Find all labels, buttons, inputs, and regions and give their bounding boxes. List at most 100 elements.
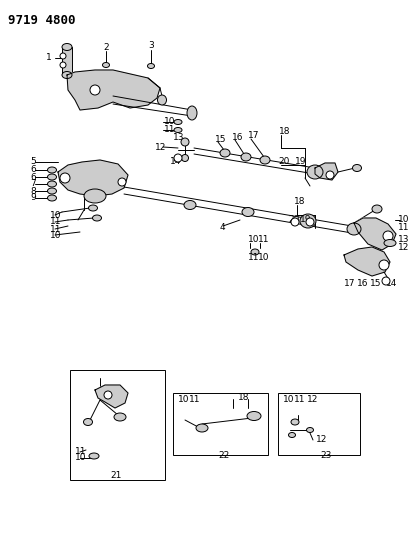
Text: 17: 17 — [248, 132, 259, 141]
Text: 17: 17 — [344, 279, 356, 287]
Text: 11: 11 — [248, 253, 259, 262]
Ellipse shape — [48, 195, 56, 201]
Bar — [62, 47, 72, 75]
Polygon shape — [344, 247, 390, 276]
Text: 10: 10 — [75, 454, 86, 463]
Text: 23: 23 — [320, 450, 331, 459]
Circle shape — [326, 171, 334, 179]
Text: 6: 6 — [30, 166, 36, 174]
Circle shape — [60, 173, 70, 183]
Ellipse shape — [84, 189, 106, 203]
Text: 11: 11 — [50, 224, 62, 233]
Text: 11: 11 — [189, 394, 201, 403]
Text: 18: 18 — [294, 198, 305, 206]
Ellipse shape — [48, 181, 56, 187]
Text: 15: 15 — [370, 279, 381, 287]
Text: 9719 4800: 9719 4800 — [8, 14, 76, 27]
Text: 11: 11 — [75, 448, 86, 456]
Circle shape — [306, 218, 314, 226]
Circle shape — [382, 277, 390, 285]
Circle shape — [104, 391, 112, 399]
Text: 14: 14 — [170, 157, 181, 166]
Ellipse shape — [372, 205, 382, 213]
Ellipse shape — [174, 127, 182, 133]
Bar — [173, 393, 268, 455]
Circle shape — [383, 231, 393, 241]
Ellipse shape — [242, 207, 254, 216]
Text: 18: 18 — [279, 127, 291, 136]
Text: 11: 11 — [294, 394, 305, 403]
Ellipse shape — [62, 44, 72, 51]
Ellipse shape — [148, 63, 155, 69]
Polygon shape — [315, 163, 338, 180]
Polygon shape — [95, 385, 128, 408]
Text: 20: 20 — [278, 157, 289, 166]
Ellipse shape — [187, 106, 197, 120]
Text: 10: 10 — [164, 117, 175, 126]
Ellipse shape — [48, 188, 56, 194]
Ellipse shape — [241, 153, 251, 161]
Ellipse shape — [260, 156, 270, 164]
Ellipse shape — [83, 418, 92, 425]
Ellipse shape — [182, 155, 189, 161]
Text: 14: 14 — [386, 279, 397, 287]
Ellipse shape — [92, 215, 102, 221]
Text: 16: 16 — [232, 133, 243, 141]
Circle shape — [60, 53, 66, 59]
Text: 10: 10 — [283, 394, 295, 403]
Text: 19: 19 — [300, 215, 312, 224]
Text: 16: 16 — [357, 279, 369, 287]
Text: 10: 10 — [398, 215, 409, 224]
Ellipse shape — [181, 138, 189, 146]
Ellipse shape — [291, 419, 299, 425]
Ellipse shape — [247, 411, 261, 421]
Ellipse shape — [102, 62, 109, 68]
Ellipse shape — [48, 167, 56, 173]
Ellipse shape — [184, 200, 196, 209]
Text: 10: 10 — [50, 211, 62, 220]
Text: 12: 12 — [398, 244, 409, 253]
Ellipse shape — [289, 432, 296, 438]
Ellipse shape — [89, 453, 99, 459]
Ellipse shape — [174, 119, 182, 125]
Ellipse shape — [114, 413, 126, 421]
Text: 13: 13 — [173, 133, 185, 142]
Ellipse shape — [220, 149, 230, 157]
Text: 9: 9 — [30, 193, 36, 203]
Ellipse shape — [88, 205, 97, 211]
Ellipse shape — [307, 165, 323, 179]
Text: 18: 18 — [238, 392, 249, 401]
Text: 4: 4 — [220, 223, 226, 232]
Text: 10: 10 — [248, 236, 259, 245]
Circle shape — [118, 178, 126, 186]
Text: 6: 6 — [30, 173, 36, 182]
Ellipse shape — [48, 174, 56, 180]
Polygon shape — [354, 218, 396, 250]
Text: 5: 5 — [30, 157, 36, 166]
Bar — [70, 370, 165, 480]
Ellipse shape — [251, 249, 259, 255]
Text: 2: 2 — [103, 44, 109, 52]
Text: 11: 11 — [50, 217, 62, 227]
Text: 10: 10 — [178, 394, 189, 403]
Ellipse shape — [300, 214, 316, 228]
Text: 12: 12 — [155, 142, 166, 151]
Text: 10: 10 — [50, 230, 62, 239]
Circle shape — [291, 218, 299, 226]
Text: 22: 22 — [218, 450, 229, 459]
Text: 3: 3 — [148, 42, 154, 51]
Ellipse shape — [353, 165, 362, 172]
Text: 19: 19 — [295, 157, 307, 166]
Circle shape — [379, 260, 389, 270]
Text: 13: 13 — [398, 236, 409, 245]
Ellipse shape — [62, 71, 72, 78]
Ellipse shape — [157, 95, 166, 105]
Circle shape — [174, 154, 182, 162]
Text: 21: 21 — [110, 471, 121, 480]
Ellipse shape — [347, 223, 361, 235]
Text: 10: 10 — [258, 253, 270, 262]
Text: 8: 8 — [30, 187, 36, 196]
Text: 15: 15 — [215, 134, 226, 143]
Polygon shape — [58, 160, 128, 196]
Ellipse shape — [384, 239, 396, 246]
